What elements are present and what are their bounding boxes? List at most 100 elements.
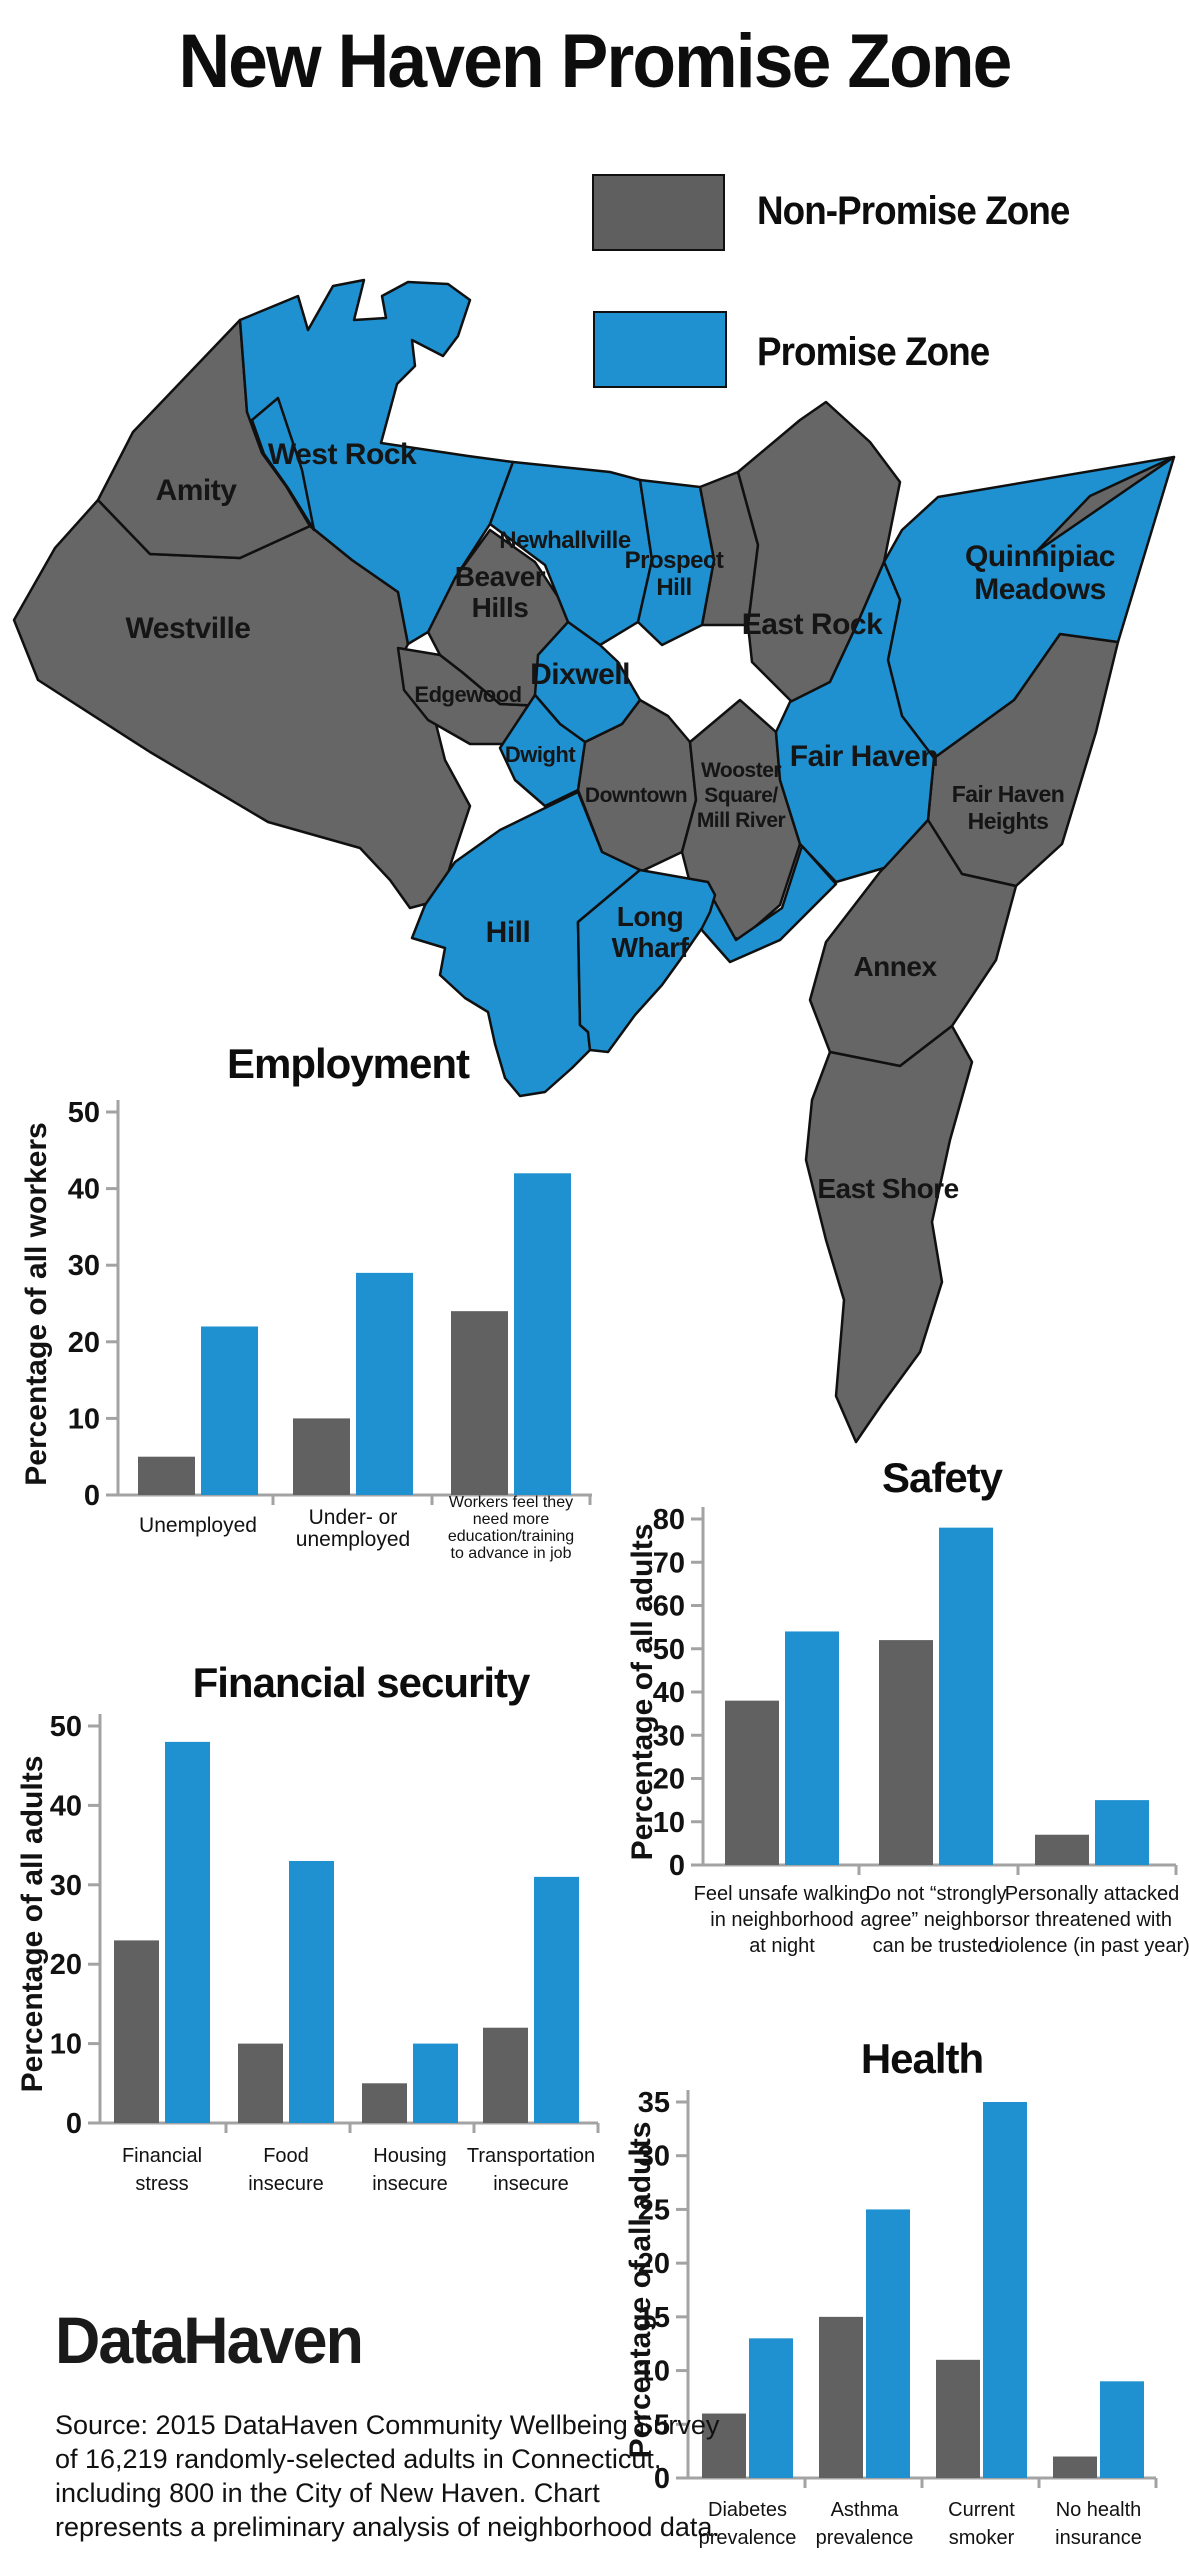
new-haven-neighborhood-map: Westville Amity Edgewood Beaver Hills East Ro… bbox=[0, 270, 1189, 1490]
bar-financial-2-promise bbox=[413, 2043, 458, 2123]
map-label-wooster-square-mill-river: Wooster bbox=[701, 759, 781, 782]
y-tick-label: 70 bbox=[653, 1547, 685, 1579]
map-label-annex: Annex bbox=[853, 951, 937, 982]
category-label-financial-2: Housing bbox=[373, 2145, 446, 2167]
map-label-westville: Westville bbox=[125, 612, 250, 645]
bar-employment-2-non-promise bbox=[451, 1311, 508, 1495]
category-label-financial-3: Transportation bbox=[467, 2145, 595, 2167]
bar-health-0-non-promise bbox=[702, 2413, 746, 2478]
y-tick-label: 30 bbox=[653, 1720, 685, 1752]
map-region-east-shore bbox=[804, 1024, 974, 1444]
y-tick-label: 0 bbox=[84, 1480, 100, 1512]
map-label-wooster-square-mill-river: Square/ bbox=[704, 784, 778, 807]
bar-safety-2-non-promise bbox=[1035, 1834, 1089, 1865]
category-label-health-2: Current bbox=[948, 2499, 1015, 2521]
y-tick-label: 10 bbox=[68, 1403, 100, 1435]
bar-financial-3-non-promise bbox=[483, 2027, 528, 2123]
bar-financial-1-promise bbox=[289, 1860, 334, 2123]
map-region-quinnipiac-gray-wedge bbox=[1034, 455, 1176, 554]
category-label-employment-2: need more bbox=[473, 1511, 550, 1528]
map-label-beaver-hills: Beaver bbox=[455, 561, 546, 592]
map-label-newhallville: Newhallville bbox=[499, 527, 631, 554]
y-tick-label: 30 bbox=[68, 1250, 100, 1282]
source-line: represents a preliminary analysis of nei… bbox=[55, 2512, 720, 2542]
category-label-financial-1: Food bbox=[263, 2145, 309, 2167]
y-tick-label: 0 bbox=[66, 2108, 82, 2140]
map-label-dwight: Dwight bbox=[505, 742, 576, 767]
map-region-amity-sliver bbox=[250, 396, 316, 532]
category-label-employment-2: to advance in job bbox=[451, 1545, 572, 1562]
bar-health-2-promise bbox=[983, 2102, 1027, 2478]
map-label-quinnipiac-meadows: Meadows bbox=[974, 573, 1106, 606]
y-tick-label: 10 bbox=[638, 2356, 670, 2388]
category-label-safety-2: Personally attacked bbox=[1005, 1883, 1180, 1905]
map-label-fair-haven-heights: Fair Haven bbox=[952, 781, 1065, 807]
bar-health-2-non-promise bbox=[936, 2359, 980, 2478]
chart-health: 0 5 10 15 20 25 30 35 Diabetes prevalence Asthma pr… bbox=[625, 2035, 1158, 2549]
y-tick-label: 10 bbox=[653, 1807, 685, 1839]
map-label-long-wharf: Long bbox=[617, 901, 683, 932]
y-tick-label: 40 bbox=[68, 1174, 100, 1206]
y-tick-label: 10 bbox=[50, 2029, 82, 2061]
bar-health-0-promise bbox=[749, 2338, 793, 2478]
y-tick-label: 0 bbox=[654, 2463, 670, 2495]
chart-safety: 0 10 20 30 40 50 60 70 80 Feel unsafe walking in n… bbox=[626, 1454, 1189, 1957]
map-label-fair-haven: Fair Haven bbox=[790, 740, 938, 773]
bar-safety-2-promise bbox=[1095, 1800, 1149, 1865]
map-region-river-mouth bbox=[698, 844, 838, 964]
map-region-long-wharf bbox=[576, 868, 717, 1054]
y-tick-label: 40 bbox=[653, 1677, 685, 1709]
map-label-beaver-hills: Hills bbox=[472, 592, 529, 623]
map-region-dwight bbox=[498, 693, 587, 808]
map-label-east-shore: East Shore bbox=[817, 1173, 958, 1204]
chart-title-health: Health bbox=[861, 2035, 983, 2082]
map-label-amity: Amity bbox=[156, 474, 238, 507]
category-label-health-0: Diabetes bbox=[708, 2499, 787, 2521]
legend-swatch-promise-zone bbox=[593, 311, 727, 388]
bar-health-1-promise bbox=[866, 2209, 910, 2478]
legend-label-non-promise-zone: Non-Promise Zone bbox=[757, 189, 1070, 233]
category-label-safety-2: violence (in past year) bbox=[994, 1935, 1189, 1957]
category-label-employment-1: unemployed bbox=[296, 1528, 410, 1551]
bar-financial-1-non-promise bbox=[238, 2043, 283, 2123]
source-note: Source: 2015 DataHaven Community Wellbei… bbox=[55, 2408, 720, 2544]
map-label-wooster-square-mill-river: Mill River bbox=[697, 809, 786, 832]
category-label-employment-0: Unemployed bbox=[139, 1514, 257, 1537]
chart-employment: 0 10 20 30 40 50 Unemployed Under- orunemployed… bbox=[20, 1040, 592, 1562]
category-label-financial-0: stress bbox=[135, 2173, 188, 2195]
bar-health-1-non-promise bbox=[819, 2316, 863, 2478]
map-label-long-wharf: Wharf bbox=[612, 932, 690, 963]
category-label-safety-0: at night bbox=[749, 1935, 815, 1957]
page-title: New Haven Promise Zone bbox=[178, 19, 1012, 104]
y-tick-label: 30 bbox=[50, 1870, 82, 1902]
bar-employment-1-promise bbox=[356, 1272, 413, 1495]
datahaven-logo: DataHaven bbox=[55, 2303, 364, 2377]
map-label-dixwell: Dixwell bbox=[530, 658, 630, 691]
map-region-fair-haven bbox=[774, 560, 936, 884]
bar-safety-0-promise bbox=[785, 1631, 839, 1865]
bar-health-3-non-promise bbox=[1053, 2456, 1097, 2478]
y-axis-label-employment: Percentage of all workers bbox=[20, 1122, 53, 1486]
y-tick-label: 50 bbox=[50, 1711, 82, 1743]
y-tick-label: 20 bbox=[653, 1764, 685, 1796]
bar-financial-0-non-promise bbox=[114, 1940, 159, 2123]
category-label-safety-2: or threatened with bbox=[1012, 1909, 1172, 1931]
map-label-east-rock: East Rock bbox=[742, 608, 883, 641]
map-label-edgewood: Edgewood bbox=[414, 682, 521, 707]
y-tick-label: 0 bbox=[669, 1850, 685, 1882]
source-line: Source: 2015 DataHaven Community Wellbei… bbox=[55, 2410, 720, 2440]
category-label-employment-1: Under- or bbox=[309, 1506, 398, 1529]
y-tick-label: 35 bbox=[638, 2087, 670, 2119]
map-label-prospect-hill: Hill bbox=[656, 574, 691, 601]
map-label-downtown: Downtown bbox=[585, 784, 687, 807]
map-label-west-rock: West Rock bbox=[268, 438, 417, 471]
source-line: including 800 in the City of New Haven. … bbox=[55, 2478, 600, 2508]
y-tick-label: 20 bbox=[638, 2248, 670, 2280]
y-tick-label: 20 bbox=[68, 1327, 100, 1359]
category-label-financial-3: insecure bbox=[493, 2173, 569, 2195]
legend-swatch-non-promise-zone bbox=[592, 174, 725, 251]
map-region-prospect-hill bbox=[636, 478, 716, 647]
category-label-health-1: prevalence bbox=[816, 2527, 914, 2549]
map-label-prospect-hill: Prospect bbox=[625, 547, 724, 574]
